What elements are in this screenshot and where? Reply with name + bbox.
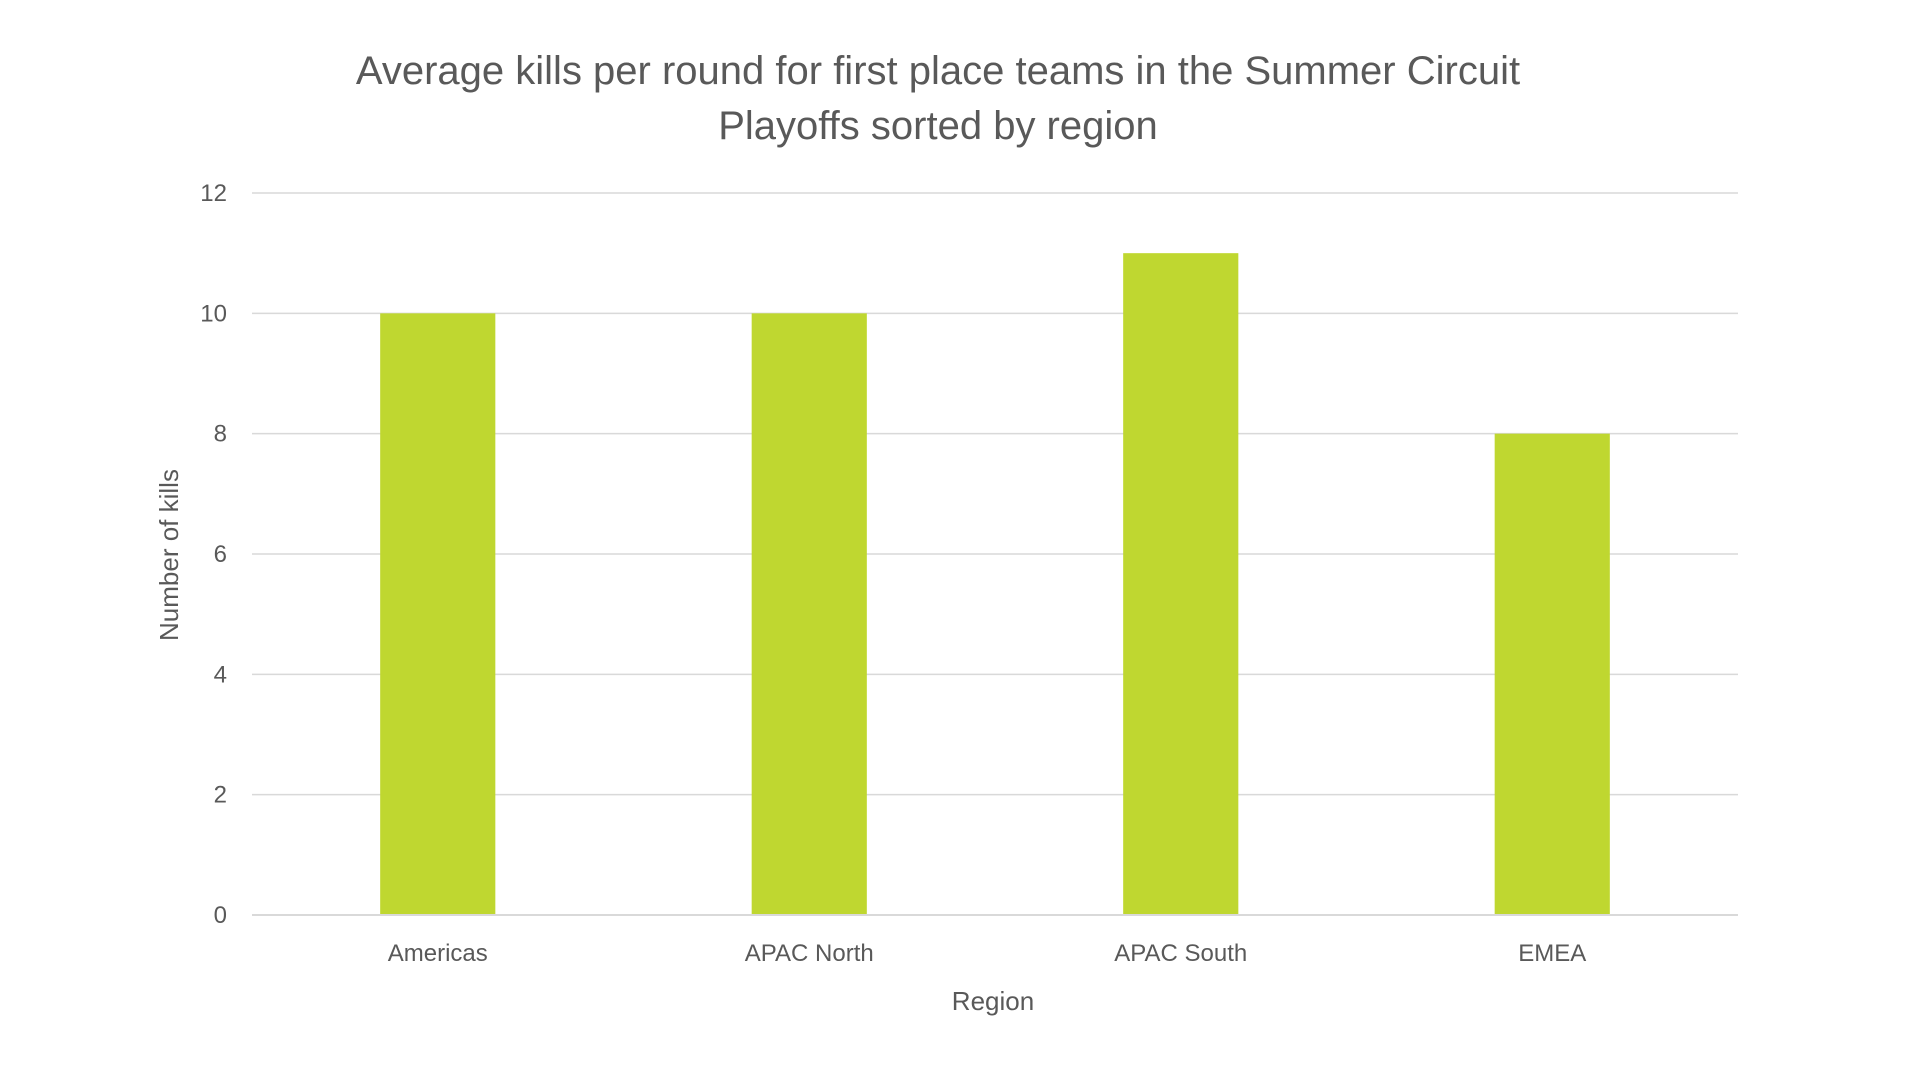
gridlines [252,192,1738,796]
chart-title-line-2: Playoffs sorted by region [718,104,1158,148]
bars [380,253,1610,915]
x-tick-label: APAC South [1114,940,1247,967]
x-tick-label: APAC North [745,940,874,967]
x-axis-ticks: Americas APAC North APAC South EMEA [388,940,1587,967]
bar-emea [1494,433,1610,915]
bar-americas [380,313,496,915]
x-axis-title: Region [952,986,1034,1016]
bar-apac-south [1123,253,1239,915]
chart-title-line-1: Average kills per round for first place … [356,49,1520,93]
y-tick-label: 6 [214,541,227,568]
y-tick-label: 8 [214,421,227,448]
y-axis-ticks: 0 2 4 6 8 10 12 [200,180,227,929]
y-tick-label: 12 [200,180,227,207]
bar-apac-north [751,313,867,915]
x-tick-label: Americas [388,940,488,967]
y-tick-label: 10 [200,300,227,327]
y-tick-label: 0 [214,902,227,929]
x-tick-label: EMEA [1518,940,1586,967]
y-axis-title: Number of kills [154,469,184,641]
y-tick-label: 2 [214,782,227,809]
y-tick-label: 4 [214,661,227,688]
